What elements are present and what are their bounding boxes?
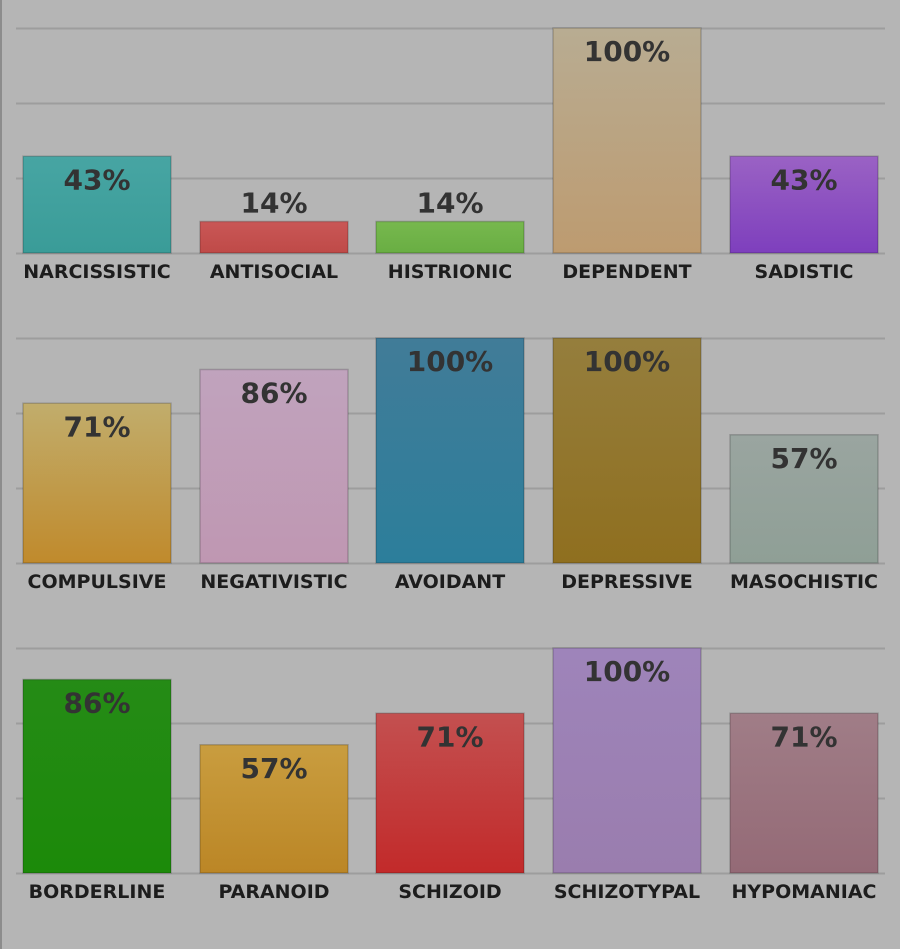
bar-antisocial — [199, 220, 349, 254]
value-label: 71% — [63, 410, 130, 443]
category-label: SADISTIC — [755, 261, 854, 283]
category-label: SCHIZOTYPAL — [554, 881, 700, 903]
category-label: COMPULSIVE — [28, 571, 167, 593]
bar-histrionic — [375, 220, 525, 254]
category-label: HYPOMANIAC — [732, 881, 877, 903]
left-border — [0, 0, 2, 949]
category-label: HISTRIONIC — [388, 261, 512, 283]
bar-dependent — [552, 27, 702, 254]
value-label: 57% — [770, 442, 837, 475]
category-label: PARANOID — [218, 881, 329, 903]
value-label: 14% — [240, 187, 307, 220]
bar-paranoid — [199, 744, 349, 874]
value-label: 100% — [584, 655, 671, 688]
value-label: 71% — [416, 720, 483, 753]
category-label: DEPENDENT — [562, 261, 691, 283]
chart-panel-1: 43% NARCISSISTIC 14% ANTISOCIAL 14% HISTRIONI… — [16, 27, 885, 283]
bar-masochistic — [729, 434, 879, 564]
bar-depressive — [552, 337, 702, 564]
bar-negativistic — [199, 368, 349, 564]
value-label: 43% — [63, 163, 130, 196]
bar-narcissistic — [22, 155, 172, 254]
bar-schizoid — [375, 712, 525, 874]
bar-borderline — [22, 678, 172, 874]
bar-compulsive — [22, 402, 172, 564]
value-label: 57% — [240, 752, 307, 785]
value-label: 14% — [416, 187, 483, 220]
chart-panel-2: 71% COMPULSIVE 86% NEGATIVISTIC 100% AVOIDANT… — [16, 337, 885, 593]
category-label: BORDERLINE — [29, 881, 166, 903]
category-label: NARCISSISTIC — [23, 261, 171, 283]
value-label: 43% — [770, 163, 837, 196]
category-label: DEPRESSIVE — [561, 571, 693, 593]
category-label: ANTISOCIAL — [210, 261, 338, 283]
category-label: SCHIZOID — [398, 881, 501, 903]
value-label: 86% — [63, 687, 130, 720]
value-label: 71% — [770, 720, 837, 753]
bar-sadistic — [729, 155, 879, 254]
bar-hypomaniac — [729, 712, 879, 874]
value-label: 100% — [584, 345, 671, 378]
category-label: AVOIDANT — [395, 571, 505, 593]
value-label: 100% — [584, 35, 671, 68]
category-label: MASOCHISTIC — [730, 571, 878, 593]
value-label: 100% — [407, 345, 494, 378]
category-label: NEGATIVISTIC — [200, 571, 347, 593]
value-label: 86% — [240, 377, 307, 410]
chart-panel-3: 86% BORDERLINE 57% PARANOID 71% SCHIZOID 100% S… — [16, 647, 885, 903]
bar-schizotypal — [552, 647, 702, 874]
bar-avoidant — [375, 337, 525, 564]
